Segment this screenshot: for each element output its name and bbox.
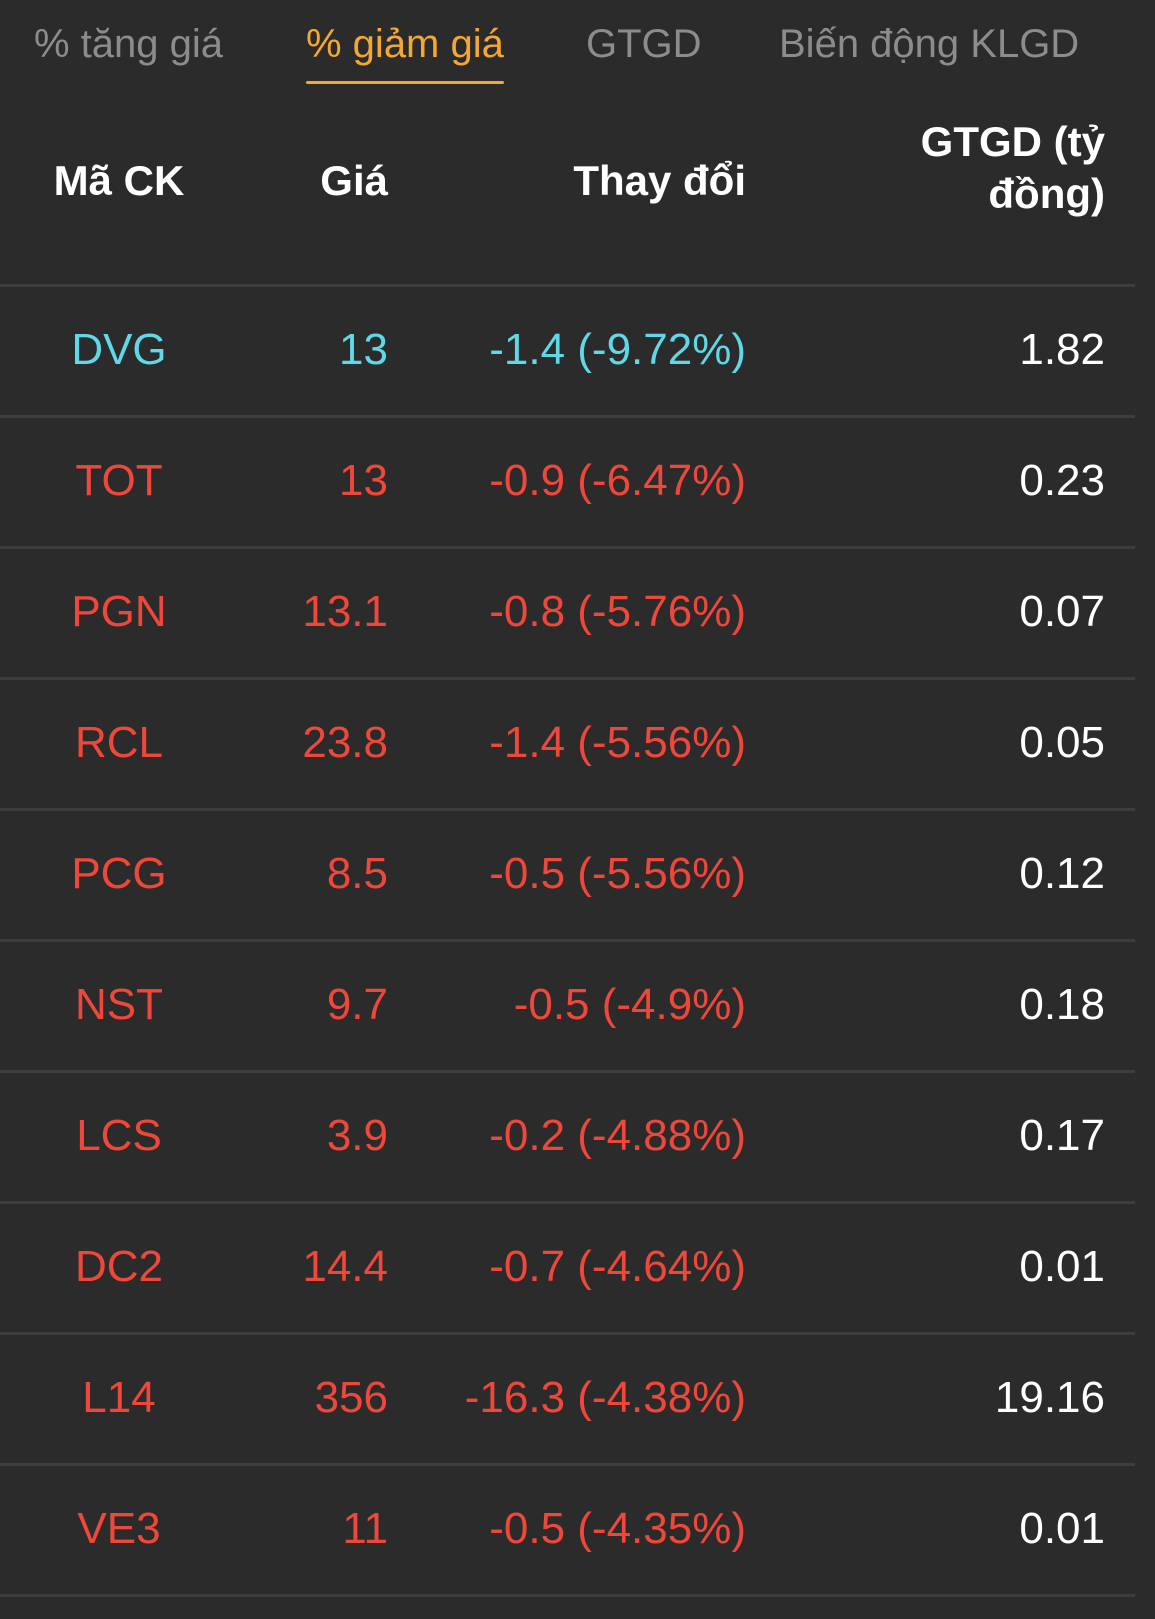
stock-code: DC2 [74, 1242, 164, 1291]
table-row[interactable]: DC2 14.4 -0.7 (-4.64%) 0.01 [0, 1204, 1135, 1335]
stock-change: -0.5 (-5.56%) [489, 849, 746, 898]
table-body: DVG 13 -1.4 (-9.72%) 1.82 TOT 13 -0.9 (-6.47%)… [0, 287, 1135, 1597]
stock-code: LCS [76, 1111, 162, 1160]
stock-change: -0.5 (-4.35%) [489, 1504, 746, 1553]
stock-value: 0.07 [1019, 587, 1105, 636]
column-header-value-line1: GTGD (tỷ [920, 118, 1105, 165]
stock-price: 13 [339, 456, 388, 505]
stock-price: 23.8 [302, 718, 388, 767]
stock-value: 0.01 [1019, 1242, 1105, 1291]
stock-price: 13 [339, 325, 388, 374]
stock-value: 0.18 [1019, 980, 1105, 1029]
stock-value: 0.17 [1019, 1111, 1105, 1160]
stock-change: -0.7 (-4.64%) [489, 1242, 746, 1291]
stock-code: NST [75, 980, 163, 1029]
table-row[interactable]: LCS 3.9 -0.2 (-4.88%) 0.17 [0, 1073, 1135, 1204]
stock-change: -1.4 (-9.72%) [489, 325, 746, 374]
tab-bar: % tăng giá % giảm giá GTGD Biến động KLG… [0, 0, 1135, 92]
stock-price: 9.7 [326, 980, 388, 1029]
stock-price: 356 [314, 1373, 388, 1422]
tab-top-gainers[interactable]: % tăng giá [34, 22, 224, 66]
stock-code: VE3 [77, 1504, 161, 1553]
stock-code: PCG [71, 849, 167, 898]
stock-code: L14 [82, 1373, 156, 1422]
stock-change: -0.9 (-6.47%) [489, 456, 746, 505]
stock-change: -0.2 (-4.88%) [489, 1111, 746, 1160]
table-header: Mã CK Giá Thay đổi GTGD (tỷ đồng) [0, 102, 1135, 287]
stock-value: 0.23 [1019, 456, 1105, 505]
stock-price: 14.4 [302, 1242, 388, 1291]
stock-price: 3.9 [326, 1111, 388, 1160]
column-header-value[interactable]: GTGD (tỷ đồng) [865, 116, 1105, 220]
stock-price: 13.1 [302, 587, 388, 636]
column-header-code[interactable]: Mã CK [53, 157, 185, 204]
stock-price: 8.5 [326, 849, 388, 898]
stock-value: 19.16 [994, 1373, 1105, 1422]
column-header-change[interactable]: Thay đổi [573, 157, 746, 204]
stock-price: 11 [342, 1504, 388, 1553]
table-row[interactable]: L14 356 -16.3 (-4.38%) 19.16 [0, 1335, 1135, 1466]
stock-change: -16.3 (-4.38%) [464, 1373, 746, 1422]
stock-value: 0.05 [1019, 718, 1105, 767]
table-row[interactable]: NST 9.7 -0.5 (-4.9%) 0.18 [0, 942, 1135, 1073]
stock-code: RCL [74, 718, 164, 767]
stock-value: 0.01 [1019, 1504, 1105, 1553]
stock-value: 1.82 [1019, 325, 1105, 374]
tab-trading-value[interactable]: GTGD [586, 22, 702, 66]
tab-volume-change[interactable]: Biến động KLGD [779, 22, 1080, 66]
stock-code: TOT [75, 456, 163, 505]
table-row[interactable]: PGN 13.1 -0.8 (-5.76%) 0.07 [0, 549, 1135, 680]
stock-change: -0.5 (-4.9%) [513, 980, 746, 1029]
table-row[interactable]: TOT 13 -0.9 (-6.47%) 0.23 [0, 418, 1135, 549]
column-header-price[interactable]: Giá [320, 157, 388, 204]
table-row[interactable]: PCG 8.5 -0.5 (-5.56%) 0.12 [0, 811, 1135, 942]
tab-top-losers[interactable]: % giảm giá [306, 18, 504, 84]
stock-code: PGN [71, 587, 167, 636]
table-row[interactable]: DVG 13 -1.4 (-9.72%) 1.82 [0, 287, 1135, 418]
stock-change: -0.8 (-5.76%) [489, 587, 746, 636]
stock-table: Mã CK Giá Thay đổi GTGD (tỷ đồng) DVG 13 -… [0, 102, 1135, 1597]
column-header-value-line2: đồng) [988, 170, 1105, 217]
stock-value: 0.12 [1019, 849, 1105, 898]
stock-change: -1.4 (-5.56%) [489, 718, 746, 767]
table-row[interactable]: RCL 23.8 -1.4 (-5.56%) 0.05 [0, 680, 1135, 811]
table-row[interactable]: VE3 11 -0.5 (-4.35%) 0.01 [0, 1466, 1135, 1597]
stock-code: DVG [71, 325, 167, 374]
